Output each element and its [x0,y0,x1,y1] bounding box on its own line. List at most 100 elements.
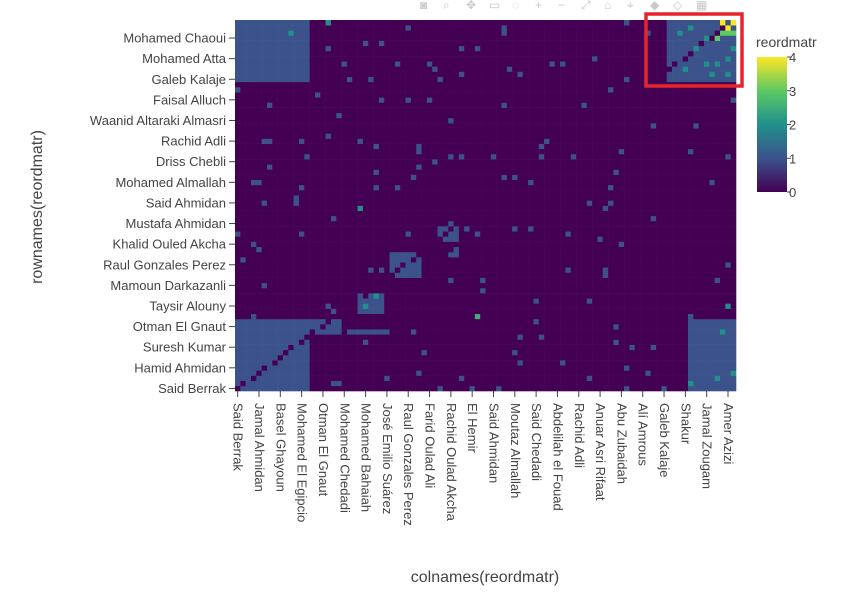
heatmap-cell[interactable] [624,257,630,263]
heatmap-cell[interactable] [709,360,715,366]
heatmap-cell[interactable] [693,236,699,242]
heatmap-cell[interactable] [304,380,310,387]
heatmap-cell[interactable] [592,344,598,351]
heatmap-cell[interactable] [565,143,572,150]
heatmap-cell[interactable] [378,277,385,284]
heatmap-cell[interactable] [357,153,364,160]
heatmap-cell[interactable] [618,164,625,170]
heatmap-cell[interactable] [464,375,470,381]
heatmap-cell[interactable] [336,287,342,294]
heatmap-cell[interactable] [640,205,646,211]
heatmap-cell[interactable] [352,143,358,150]
heatmap-cell[interactable] [325,164,332,170]
heatmap-cell[interactable] [256,365,262,371]
heatmap-cell[interactable] [421,169,428,175]
heatmap-cell[interactable] [464,380,470,387]
heatmap-cell[interactable] [277,215,284,222]
heatmap-cell[interactable] [613,195,620,201]
heatmap-cell[interactable] [368,360,374,366]
heatmap-cell[interactable] [720,117,726,124]
heatmap-cell[interactable] [384,339,390,345]
heatmap-cell[interactable] [586,123,593,129]
heatmap-cell[interactable] [522,226,529,232]
heatmap-cell[interactable] [442,179,449,186]
heatmap-cell[interactable] [336,195,342,201]
heatmap-cell[interactable] [245,267,252,273]
heatmap-cell[interactable] [330,148,337,155]
heatmap-cell[interactable] [240,133,246,139]
heatmap-cell[interactable] [666,313,673,320]
heatmap-cell[interactable] [533,380,540,387]
heatmap-cell[interactable] [442,318,449,325]
heatmap-cell[interactable] [522,190,529,196]
heatmap-cell[interactable] [650,123,657,129]
heatmap-cell[interactable] [442,215,449,222]
heatmap-cell[interactable] [656,324,662,330]
heatmap-cell[interactable] [554,123,561,129]
heatmap-cell[interactable] [597,267,604,273]
heatmap-cell[interactable] [314,293,321,299]
heatmap-cell[interactable] [533,251,540,258]
heatmap-cell[interactable] [480,277,486,284]
heatmap-cell[interactable] [485,293,492,299]
heatmap-cell[interactable] [672,174,678,181]
heatmap-cell[interactable] [288,257,294,263]
heatmap-cell[interactable] [272,251,278,258]
heatmap-cell[interactable] [288,195,294,201]
heatmap-cell[interactable] [501,159,508,165]
heatmap-cell[interactable] [469,200,476,206]
heatmap-cell[interactable] [309,267,316,273]
heatmap-cell[interactable] [304,267,310,273]
heatmap-cell[interactable] [336,174,342,181]
heatmap-cell[interactable] [608,308,614,315]
heatmap-cell[interactable] [362,375,369,381]
heatmap-cell[interactable] [453,282,460,289]
heatmap-cell[interactable] [357,354,364,361]
heatmap-cell[interactable] [693,344,699,351]
heatmap-cell[interactable] [336,313,342,320]
heatmap-cell[interactable] [336,236,342,242]
heatmap-cell[interactable] [416,184,422,191]
heatmap-cell[interactable] [485,329,492,335]
heatmap-cell[interactable] [608,324,614,330]
heatmap-cell[interactable] [608,293,614,299]
heatmap-cell[interactable] [682,148,689,155]
heatmap-cell[interactable] [688,159,694,165]
heatmap-cell[interactable] [661,117,668,124]
heatmap-cell[interactable] [373,344,380,351]
heatmap-cell[interactable] [341,313,348,320]
heatmap-cell[interactable] [517,220,524,227]
heatmap-cell[interactable] [629,375,636,381]
heatmap-cell[interactable] [629,179,636,186]
heatmap-cell[interactable] [560,133,566,139]
heatmap-cell[interactable] [426,277,433,284]
heatmap-cell[interactable] [698,143,705,150]
heatmap-cell[interactable] [602,200,609,206]
heatmap-cell[interactable] [373,195,380,201]
heatmap-cell[interactable] [693,148,699,155]
heatmap-cell[interactable] [602,277,609,284]
heatmap-cell[interactable] [522,370,529,376]
heatmap-cell[interactable] [645,220,652,227]
heatmap-cell[interactable] [421,128,428,134]
heatmap-cell[interactable] [394,354,401,361]
heatmap-cell[interactable] [421,257,428,263]
heatmap-cell[interactable] [373,267,380,273]
heatmap-cell[interactable] [485,210,492,217]
heatmap-cell[interactable] [661,184,668,191]
heatmap-cell[interactable] [512,153,518,160]
heatmap-cell[interactable] [522,287,529,294]
heatmap-cell[interactable] [725,164,731,170]
heatmap-cell[interactable] [245,231,252,237]
heatmap-cell[interactable] [309,287,316,294]
heatmap-cell[interactable] [341,138,348,144]
heatmap-cell[interactable] [453,153,460,160]
heatmap-cell[interactable] [720,303,726,309]
heatmap-cell[interactable] [624,334,630,340]
heatmap-cell[interactable] [608,282,614,289]
heatmap-cell[interactable] [634,344,641,351]
heatmap-cell[interactable] [235,360,241,366]
heatmap-cell[interactable] [469,184,476,191]
heatmap-cell[interactable] [725,117,731,124]
heatmap-cell[interactable] [410,138,417,144]
